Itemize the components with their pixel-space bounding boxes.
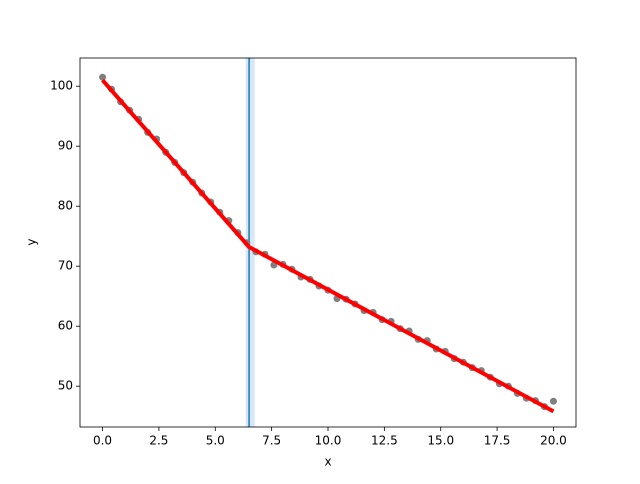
x-tick-label: 10.0 [315, 434, 342, 448]
data-point [99, 73, 107, 81]
x-tick-label: 15.0 [427, 434, 454, 448]
y-tick-label: 90 [58, 139, 73, 153]
x-tick-label: 12.5 [371, 434, 398, 448]
y-tick-label: 50 [58, 379, 73, 393]
x-tick-label: 7.5 [262, 434, 281, 448]
x-tick-label: 17.5 [484, 434, 511, 448]
x-tick-label: 0.0 [93, 434, 112, 448]
y-tick-label: 80 [58, 199, 73, 213]
x-tick-label: 5.0 [206, 434, 225, 448]
x-tick-label: 20.0 [540, 434, 567, 448]
y-tick-label: 60 [58, 319, 73, 333]
fit-line [101, 78, 555, 414]
y-tick-label: 100 [50, 79, 73, 93]
y-axis-label: y [25, 238, 39, 245]
x-axis-label: x [324, 455, 331, 469]
y-tick-label: 70 [58, 259, 73, 273]
data-point [549, 397, 557, 405]
x-tick-label: 2.5 [149, 434, 168, 448]
plot-frame [79, 57, 577, 428]
